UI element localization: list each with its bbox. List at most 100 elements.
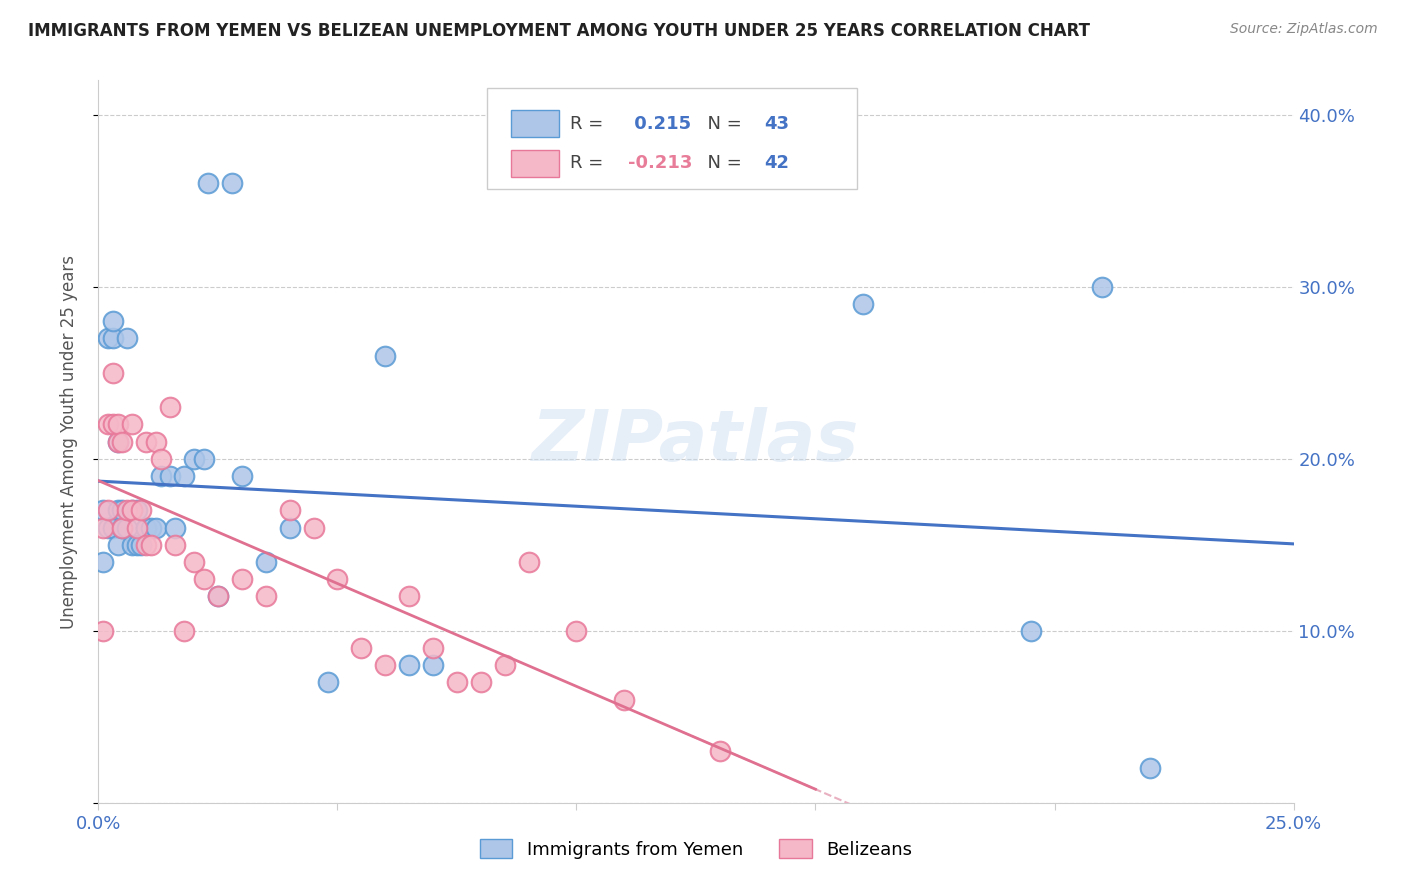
Text: 0.215: 0.215	[628, 115, 690, 133]
Point	[517, 555, 540, 569]
Text: N =: N =	[696, 154, 748, 172]
Point	[97, 417, 120, 432]
Point	[107, 434, 129, 449]
Point	[121, 503, 143, 517]
Point	[183, 555, 205, 569]
Point	[121, 503, 143, 517]
Point	[207, 590, 229, 604]
Point	[91, 520, 114, 534]
Point	[91, 503, 114, 517]
Point	[107, 503, 129, 517]
Text: N =: N =	[696, 115, 748, 133]
Point	[221, 177, 243, 191]
Y-axis label: Unemployment Among Youth under 25 years: Unemployment Among Youth under 25 years	[59, 254, 77, 629]
Point	[254, 590, 277, 604]
Point	[183, 451, 205, 466]
Point	[91, 624, 114, 638]
Point	[145, 434, 167, 449]
Point	[97, 503, 120, 517]
Point	[91, 555, 114, 569]
Point	[101, 520, 124, 534]
Point	[115, 331, 138, 345]
Point	[101, 331, 124, 345]
Point	[101, 366, 124, 380]
Text: R =: R =	[571, 115, 609, 133]
Point	[115, 520, 138, 534]
Point	[111, 520, 134, 534]
Point	[145, 520, 167, 534]
Point	[173, 469, 195, 483]
Text: Source: ZipAtlas.com: Source: ZipAtlas.com	[1230, 22, 1378, 37]
Point	[121, 538, 143, 552]
Point	[125, 520, 148, 534]
Point	[398, 658, 420, 673]
Point	[101, 314, 124, 328]
Point	[193, 451, 215, 466]
Point	[302, 520, 325, 534]
Point	[422, 658, 444, 673]
Point	[115, 503, 138, 517]
Point	[111, 434, 134, 449]
Point	[101, 417, 124, 432]
Point	[125, 538, 148, 552]
Point	[107, 417, 129, 432]
Point	[231, 572, 253, 586]
Point	[173, 624, 195, 638]
Text: ZIPatlas: ZIPatlas	[533, 407, 859, 476]
Legend: Immigrants from Yemen, Belizeans: Immigrants from Yemen, Belizeans	[472, 832, 920, 866]
Point	[135, 520, 157, 534]
Point	[494, 658, 516, 673]
Point	[197, 177, 219, 191]
Text: 42: 42	[763, 154, 789, 172]
Point	[131, 503, 153, 517]
Point	[135, 520, 157, 534]
Bar	[510, 150, 558, 178]
Point	[1139, 761, 1161, 775]
Text: R =: R =	[571, 154, 609, 172]
Point	[139, 538, 162, 552]
Point	[149, 451, 172, 466]
Point	[422, 640, 444, 655]
Point	[852, 297, 875, 311]
Point	[350, 640, 373, 655]
Point	[149, 469, 172, 483]
Point	[111, 520, 134, 534]
Point	[565, 624, 588, 638]
Point	[121, 417, 143, 432]
FancyBboxPatch shape	[486, 87, 858, 189]
Point	[111, 503, 134, 517]
Point	[107, 434, 129, 449]
Point	[374, 349, 396, 363]
Point	[316, 675, 339, 690]
Point	[613, 692, 636, 706]
Point	[207, 590, 229, 604]
Point	[1019, 624, 1042, 638]
Bar	[510, 110, 558, 137]
Point	[131, 538, 153, 552]
Point	[278, 520, 301, 534]
Point	[139, 520, 162, 534]
Point	[1091, 279, 1114, 293]
Point	[231, 469, 253, 483]
Point	[97, 520, 120, 534]
Text: 43: 43	[763, 115, 789, 133]
Point	[470, 675, 492, 690]
Point	[254, 555, 277, 569]
Point	[193, 572, 215, 586]
Point	[97, 331, 120, 345]
Point	[398, 590, 420, 604]
Point	[135, 434, 157, 449]
Point	[374, 658, 396, 673]
Point	[107, 538, 129, 552]
Text: IMMIGRANTS FROM YEMEN VS BELIZEAN UNEMPLOYMENT AMONG YOUTH UNDER 25 YEARS CORREL: IMMIGRANTS FROM YEMEN VS BELIZEAN UNEMPL…	[28, 22, 1090, 40]
Point	[163, 538, 186, 552]
Point	[326, 572, 349, 586]
Point	[135, 538, 157, 552]
Point	[446, 675, 468, 690]
Point	[159, 400, 181, 414]
Point	[278, 503, 301, 517]
Point	[163, 520, 186, 534]
Point	[709, 744, 731, 758]
Point	[159, 469, 181, 483]
Text: -0.213: -0.213	[628, 154, 692, 172]
